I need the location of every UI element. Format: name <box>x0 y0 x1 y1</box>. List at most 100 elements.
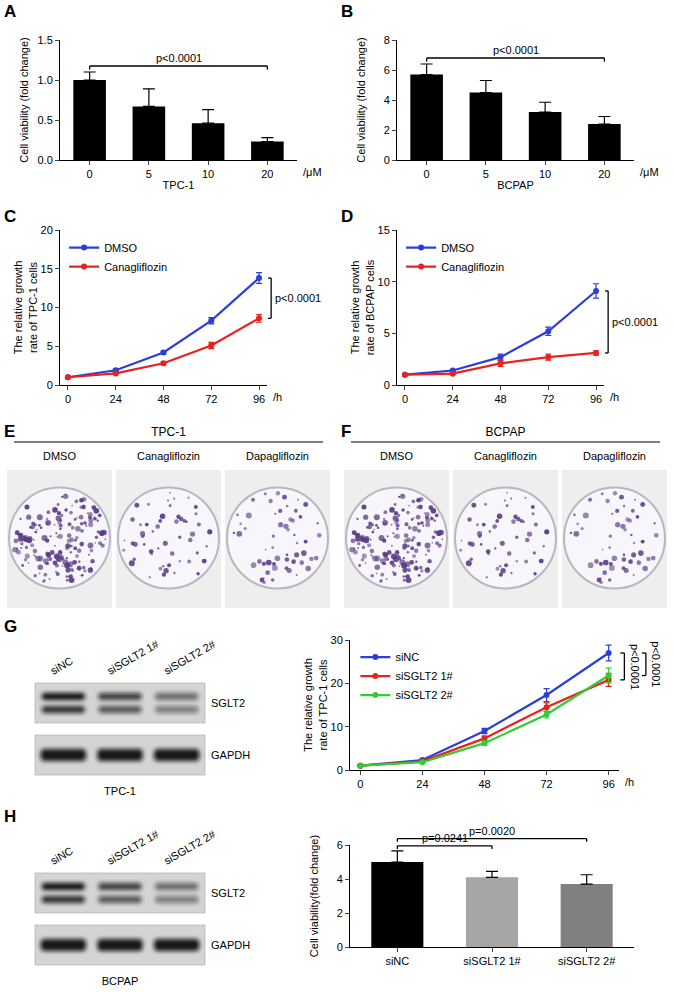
svg-text:TPC-1: TPC-1 <box>151 425 186 439</box>
svg-text:The relative growthrate of TPC: The relative growthrate of TPC-1 cells <box>12 261 38 355</box>
svg-text:10: 10 <box>378 276 390 288</box>
svg-text:2: 2 <box>384 124 390 136</box>
svg-text:0: 0 <box>424 168 430 180</box>
svg-text:Dapagliflozin: Dapagliflozin <box>246 450 309 462</box>
svg-text:siSGLT2 2#: siSGLT2 2# <box>558 955 616 967</box>
svg-text:Canagliflozin: Canagliflozin <box>137 450 200 462</box>
svg-text:Dapagliflozin: Dapagliflozin <box>583 450 646 462</box>
svg-text:4: 4 <box>384 94 390 106</box>
svg-text:siSGLT2 1#: siSGLT2 1# <box>463 955 521 967</box>
svg-text:siNC: siNC <box>395 651 419 663</box>
svg-text:siSGLT2 2#: siSGLT2 2# <box>162 637 218 676</box>
svg-text:siSGLT2 1#: siSGLT2 1# <box>105 637 161 676</box>
svg-text:siNC: siNC <box>385 955 409 967</box>
svg-text:10: 10 <box>539 168 551 180</box>
svg-text:/h: /h <box>625 776 634 788</box>
svg-text:24: 24 <box>447 393 459 405</box>
svg-text:20: 20 <box>598 168 610 180</box>
svg-text:24: 24 <box>110 393 122 405</box>
svg-text:4: 4 <box>337 873 343 885</box>
svg-text:GAPDH: GAPDH <box>211 939 250 951</box>
svg-text:0: 0 <box>65 393 71 405</box>
svg-text:96: 96 <box>590 393 602 405</box>
svg-text:10: 10 <box>331 721 343 733</box>
svg-text:1.5: 1.5 <box>38 34 53 46</box>
svg-text:20: 20 <box>41 224 53 236</box>
svg-text:0: 0 <box>337 764 343 776</box>
svg-text:Cell viability(fold change): Cell viability(fold change) <box>308 835 320 957</box>
svg-text:20: 20 <box>261 168 273 180</box>
svg-text:15: 15 <box>378 224 390 236</box>
svg-text:Cell viability (fold change): Cell viability (fold change) <box>18 37 30 162</box>
svg-text:siSGLT2 1#: siSGLT2 1# <box>395 670 453 682</box>
svg-text:72: 72 <box>205 393 217 405</box>
svg-text:96: 96 <box>603 778 615 790</box>
svg-text:0: 0 <box>47 379 53 391</box>
svg-text:20: 20 <box>331 677 343 689</box>
svg-text:0: 0 <box>402 393 408 405</box>
svg-text:6: 6 <box>337 839 343 851</box>
svg-text:0: 0 <box>357 778 363 790</box>
svg-text:0: 0 <box>337 941 343 953</box>
svg-text:2: 2 <box>337 907 343 919</box>
svg-text:siSGLT2 2#: siSGLT2 2# <box>395 689 453 701</box>
svg-text:72: 72 <box>540 778 552 790</box>
svg-text:BCPAP: BCPAP <box>102 975 138 987</box>
svg-text:p=0.0020: p=0.0020 <box>469 825 515 837</box>
svg-text:The relative growthrate of TPC: The relative growthrate of TPC-1 cells <box>302 658 328 752</box>
svg-text:15: 15 <box>41 263 53 275</box>
svg-text:GAPDH: GAPDH <box>211 749 250 761</box>
svg-text:p<0.0001: p<0.0001 <box>612 316 658 328</box>
svg-text:p<0.0001: p<0.0001 <box>650 641 662 687</box>
svg-text:Cell viability (fold change): Cell viability (fold change) <box>355 37 367 162</box>
svg-text:5: 5 <box>483 168 489 180</box>
svg-text:24: 24 <box>416 778 428 790</box>
svg-text:1.0: 1.0 <box>38 74 53 86</box>
svg-text:8: 8 <box>384 34 390 46</box>
svg-text:SGLT2: SGLT2 <box>211 887 245 899</box>
svg-text:p<0.0001: p<0.0001 <box>629 644 641 690</box>
svg-text:The relative growthrate of BCP: The relative growthrate of BCPAP cells <box>349 259 375 355</box>
svg-text:5: 5 <box>384 327 390 339</box>
svg-text:10: 10 <box>202 168 214 180</box>
svg-text:/h: /h <box>273 391 282 403</box>
svg-text:5: 5 <box>47 340 53 352</box>
svg-text:DMSO: DMSO <box>441 242 474 254</box>
svg-text:48: 48 <box>157 393 169 405</box>
svg-text:10: 10 <box>41 301 53 313</box>
svg-text:Canagliflozin: Canagliflozin <box>104 261 167 273</box>
svg-text:BCPAP: BCPAP <box>497 179 533 191</box>
svg-text:0: 0 <box>384 154 390 166</box>
svg-text:96: 96 <box>253 393 265 405</box>
svg-text:SGLT2: SGLT2 <box>211 697 245 709</box>
svg-text:p<0.0001: p<0.0001 <box>156 52 202 64</box>
svg-text:48: 48 <box>494 393 506 405</box>
svg-text:TPC-1: TPC-1 <box>163 179 195 191</box>
svg-text:siNC: siNC <box>48 654 75 676</box>
svg-text:0: 0 <box>87 168 93 180</box>
svg-text:5: 5 <box>146 168 152 180</box>
svg-text:DMSO: DMSO <box>43 450 76 462</box>
svg-text:72: 72 <box>542 393 554 405</box>
svg-text:Canagliflozin: Canagliflozin <box>441 261 504 273</box>
svg-text:siSGLT2 2#: siSGLT2 2# <box>162 827 218 866</box>
svg-text:DMSO: DMSO <box>380 450 413 462</box>
svg-text:48: 48 <box>478 778 490 790</box>
svg-text:/μM: /μM <box>303 166 322 178</box>
svg-text:p<0.0001: p<0.0001 <box>275 292 321 304</box>
svg-text:siNC: siNC <box>48 844 75 866</box>
svg-text:p=0.0241: p=0.0241 <box>422 832 468 844</box>
svg-text:0: 0 <box>384 379 390 391</box>
svg-text:/μM: /μM <box>640 166 659 178</box>
svg-text:DMSO: DMSO <box>104 242 137 254</box>
svg-text:0.5: 0.5 <box>38 114 53 126</box>
svg-text:30: 30 <box>331 634 343 646</box>
svg-text:0.0: 0.0 <box>38 154 53 166</box>
svg-text:Canagliflozin: Canagliflozin <box>474 450 537 462</box>
svg-text:TPC-1: TPC-1 <box>104 785 136 797</box>
svg-text:/h: /h <box>610 391 619 403</box>
svg-text:siSGLT2 1#: siSGLT2 1# <box>105 827 161 866</box>
svg-text:p<0.0001: p<0.0001 <box>493 44 539 56</box>
svg-text:6: 6 <box>384 64 390 76</box>
svg-text:BCPAP: BCPAP <box>486 425 526 439</box>
